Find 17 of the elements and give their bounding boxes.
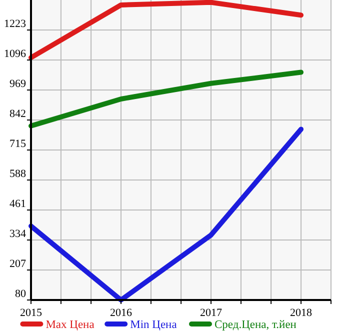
y-tick-label: 461 (10, 198, 26, 210)
legend-label: Min Цена (130, 319, 177, 331)
y-tick-label: 80 (15, 288, 26, 300)
y-tick-label: 969 (10, 78, 26, 90)
x-tick-label: 2017 (200, 307, 223, 319)
y-tick-label: 334 (10, 228, 26, 240)
legend-label: Сред.Цена, т.йен (214, 319, 296, 331)
y-tick-label: 1223 (4, 18, 26, 30)
legend-label: Max Цена (46, 319, 94, 331)
y-tick-label: 1096 (4, 48, 26, 60)
x-tick-label: 2018 (290, 307, 313, 319)
y-tick-label: 715 (10, 138, 26, 150)
y-tick-label: 207 (10, 258, 26, 270)
x-tick-label: 2015 (20, 307, 42, 319)
x-tick-label: 2016 (110, 307, 133, 319)
y-tick-label: 588 (10, 168, 26, 180)
y-tick-label: 842 (10, 108, 26, 120)
